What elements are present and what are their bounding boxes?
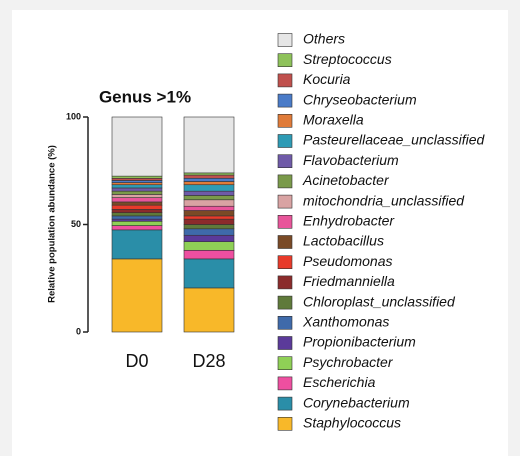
- bar-segment: [183, 116, 235, 174]
- legend-label: Acinetobacter: [302, 172, 390, 188]
- legend-label: Kocuria: [303, 71, 351, 87]
- legend-swatch: [277, 53, 293, 68]
- legend-swatch: [277, 376, 293, 391]
- legend-label: Moraxella: [303, 112, 364, 128]
- bar-segment: [183, 258, 235, 289]
- legend-label: Flavobacterium: [303, 152, 399, 168]
- bar-segment: [183, 250, 235, 260]
- bar-segment: [183, 177, 235, 182]
- legend-label: Pasteurellaceae_unclassified: [303, 132, 486, 148]
- legend-swatch: [277, 154, 293, 168]
- legend-label: Others: [303, 31, 345, 47]
- bar-segment: [111, 215, 163, 220]
- legend-swatch: [277, 416, 293, 431]
- legend-swatch: [277, 275, 293, 290]
- legend-label: Friedmanniella: [303, 273, 395, 289]
- bar-segment: [111, 258, 163, 333]
- bar-segment: [111, 220, 163, 226]
- legend-label: Psychrobacter: [303, 354, 394, 370]
- legend-swatch: [277, 33, 293, 47]
- bar-segment: [183, 199, 235, 207]
- bar-segment: [111, 187, 163, 192]
- bar-segment: [111, 229, 163, 260]
- legend-swatch: [277, 315, 293, 330]
- chart-title: Genus >1%: [99, 87, 191, 106]
- legend-swatch: [277, 93, 293, 108]
- legend-swatch: [277, 336, 293, 350]
- legend-label: Pseudomonas: [303, 253, 393, 269]
- card: [12, 10, 508, 456]
- bar-segment: [111, 175, 163, 179]
- bar-segment: [183, 172, 235, 176]
- bar-segment: [111, 225, 163, 231]
- bar-segment: [111, 209, 163, 213]
- legend-label: mitochondria_unclassified: [303, 192, 465, 208]
- bar-segment: [111, 194, 163, 198]
- bar-segment: [111, 177, 163, 181]
- bar-segment: [183, 184, 235, 192]
- bar-segment: [183, 241, 235, 251]
- legend-label: Chloroplast_unclassified: [303, 293, 456, 309]
- legend-swatch: [277, 295, 293, 310]
- legend-swatch: [277, 356, 293, 371]
- bar-segment: [183, 218, 235, 225]
- bar-segment: [111, 197, 163, 203]
- y-tick-label: 0: [76, 326, 81, 336]
- bar-segment: [111, 212, 163, 217]
- bar-segment: [183, 215, 235, 220]
- legend-swatch: [277, 114, 293, 128]
- legend-swatch: [277, 235, 293, 249]
- legend-label: Streptococcus: [303, 51, 392, 67]
- legend-label: Lactobacillus: [303, 233, 384, 249]
- legend-label: Xanthomonas: [302, 314, 389, 330]
- bar-segment: [183, 195, 235, 201]
- bar-segment: [111, 204, 163, 210]
- legend-swatch: [277, 134, 293, 148]
- bar-segment: [183, 181, 235, 186]
- legend-label: Chryseobacterium: [303, 91, 417, 107]
- bar-segment: [183, 228, 235, 236]
- bar-segment: [111, 218, 163, 222]
- bar-segment: [111, 116, 163, 177]
- bar-segment: [183, 174, 235, 179]
- bar-segment: [183, 287, 235, 333]
- bar-segment: [111, 180, 163, 183]
- bar-segment: [183, 205, 235, 211]
- legend-label: Enhydrobacter: [303, 213, 395, 229]
- legend-swatch: [277, 215, 293, 229]
- bar-segment: [183, 234, 235, 242]
- y-axis-label: Relative population abundance (%): [47, 145, 58, 303]
- bar-segment: [183, 190, 235, 196]
- legend-label: Escherichia: [303, 374, 376, 390]
- bar-segment: [183, 210, 235, 217]
- legend-swatch: [277, 194, 293, 209]
- bar-segment: [183, 224, 235, 230]
- x-tick-label: D28: [192, 351, 225, 371]
- legend-swatch: [277, 255, 293, 269]
- legend-label: Staphylococcus: [303, 415, 401, 431]
- legend-swatch: [277, 396, 293, 411]
- bar-segment: [111, 184, 163, 189]
- y-tick-label: 100: [66, 111, 81, 121]
- bar-segment: [111, 182, 163, 186]
- legend-label: Propionibacterium: [303, 334, 416, 350]
- bar-segment: [111, 201, 163, 206]
- bar-segment: [111, 190, 163, 195]
- legend-swatch: [277, 73, 293, 88]
- x-tick-label: D0: [125, 351, 148, 371]
- legend-label: Corynebacterium: [303, 394, 410, 410]
- y-tick-label: 50: [71, 219, 81, 229]
- legend-swatch: [277, 174, 293, 189]
